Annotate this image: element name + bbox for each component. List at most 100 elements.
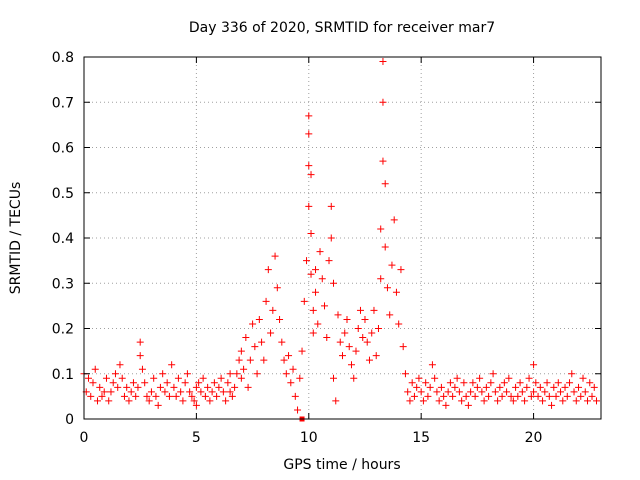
data-point (89, 379, 97, 387)
data-point (530, 388, 538, 396)
data-point (244, 383, 252, 391)
data-point (98, 392, 106, 400)
data-point (584, 397, 592, 405)
y-tick-label: 0.8 (52, 50, 74, 66)
data-point (305, 112, 313, 120)
data-point (179, 397, 187, 405)
data-point (298, 347, 306, 355)
ticks-layer: 0 5 10 15 20 0 0.1 0.2 0.3 0.4 0.5 0.6 0.7 0.8 (52, 50, 601, 446)
data-point (260, 356, 268, 364)
data-point (406, 397, 414, 405)
data-point (575, 383, 583, 391)
data-point (365, 356, 373, 364)
data-point (350, 374, 358, 382)
data-point (305, 130, 313, 138)
data-point (136, 338, 144, 346)
data-point (521, 397, 529, 405)
data-point (181, 379, 189, 387)
data-point (105, 397, 113, 405)
data-point (413, 383, 421, 391)
data-point (446, 379, 454, 387)
data-point (417, 388, 425, 396)
data-point (347, 361, 355, 369)
y-tick-label: 0.4 (52, 231, 74, 247)
x-tick-label: 20 (525, 430, 543, 446)
data-point (581, 388, 589, 396)
data-point (251, 343, 259, 351)
data-point (426, 383, 434, 391)
data-point (401, 370, 409, 378)
data-point (303, 257, 311, 265)
data-point (408, 379, 416, 387)
data-point (314, 320, 322, 328)
data-point (199, 374, 207, 382)
data-point (100, 388, 108, 396)
plot-frame (83, 56, 602, 420)
data-point (334, 311, 342, 319)
points-layer (80, 58, 601, 422)
data-point (471, 392, 479, 400)
data-point (399, 343, 407, 351)
data-point (289, 365, 297, 373)
y-axis-label: SRMTID / TECUs (8, 182, 24, 295)
data-point (219, 388, 227, 396)
data-point (372, 352, 380, 360)
data-point (143, 392, 151, 400)
data-point (318, 275, 326, 283)
data-point (480, 397, 488, 405)
data-point (145, 397, 153, 405)
data-point (530, 361, 538, 369)
data-point (127, 388, 135, 396)
data-point (307, 171, 315, 179)
data-point (276, 315, 284, 323)
data-point (134, 383, 142, 391)
data-point (226, 388, 234, 396)
data-point (590, 383, 598, 391)
grid-layer (84, 57, 601, 419)
data-point (330, 374, 338, 382)
data-point (352, 347, 360, 355)
y-tick-label: 0.1 (52, 367, 74, 383)
data-point (267, 329, 275, 337)
data-point (125, 397, 133, 405)
data-point (312, 288, 320, 296)
y-tick-label: 0.6 (52, 141, 74, 157)
data-point (107, 388, 115, 396)
data-point (586, 379, 594, 387)
data-point (183, 370, 191, 378)
data-point (165, 392, 173, 400)
data-point (96, 383, 104, 391)
data-point (321, 302, 329, 310)
data-point (356, 306, 364, 314)
data-point (327, 202, 335, 210)
x-tick-label: 5 (192, 430, 201, 446)
data-point (482, 383, 490, 391)
data-point (491, 388, 499, 396)
data-point (305, 162, 313, 170)
data-point (170, 383, 178, 391)
data-point (381, 243, 389, 251)
data-point (503, 388, 511, 396)
data-point (579, 374, 587, 382)
data-point (174, 374, 182, 382)
data-point (237, 374, 245, 382)
data-point (291, 392, 299, 400)
data-point (177, 388, 185, 396)
data-point (386, 311, 394, 319)
data-point (307, 270, 315, 278)
x-tick-label: 10 (300, 430, 318, 446)
data-point (518, 388, 526, 396)
data-point (114, 383, 122, 391)
data-point (505, 374, 513, 382)
data-point (458, 397, 466, 405)
data-point (91, 365, 99, 373)
data-point (570, 388, 578, 396)
data-point (111, 370, 119, 378)
data-point (415, 374, 423, 382)
data-point (210, 379, 218, 387)
data-point (392, 288, 400, 296)
data-point (433, 388, 441, 396)
data-point (572, 397, 580, 405)
data-point (325, 257, 333, 265)
data-point (156, 383, 164, 391)
